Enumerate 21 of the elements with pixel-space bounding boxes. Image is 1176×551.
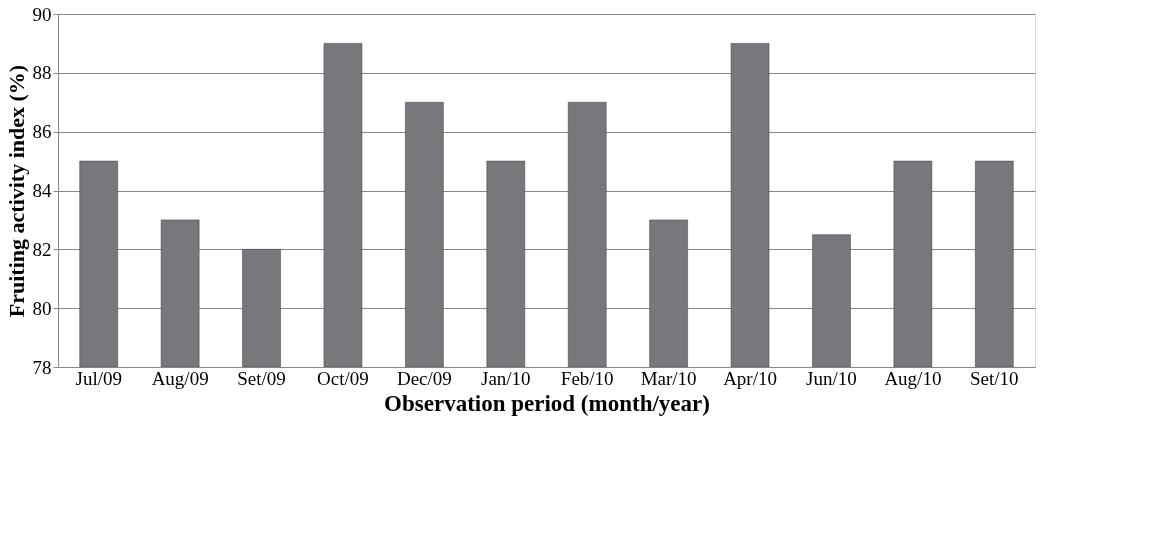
x-tick-label: Jul/09 [75, 367, 122, 389]
y-axis-title: Fruiting activity index (%) [3, 64, 29, 318]
y-tick-label: 80 [32, 297, 52, 319]
x-tick-label: Aug/10 [884, 367, 942, 389]
x-tick-label: Apr/10 [723, 367, 777, 389]
y-tick-label: 78 [32, 356, 52, 378]
y-tick-label: 86 [32, 121, 52, 143]
y-tick-label: 90 [32, 3, 52, 25]
x-tick-label: Feb/10 [560, 367, 614, 389]
x-tick-label: Set/10 [970, 367, 1019, 389]
x-tick-label: Dec/09 [396, 367, 452, 389]
x-tick-label: Aug/09 [151, 367, 209, 389]
y-tick-label: 88 [32, 62, 52, 84]
x-tick-label: Jun/10 [806, 367, 857, 389]
x-tick-label: Mar/10 [640, 367, 697, 389]
x-tick-label: Set/09 [237, 367, 286, 389]
y-tick-label: 82 [32, 238, 52, 260]
x-tick-label: Oct/09 [317, 367, 369, 389]
x-axis-title: Observation period (month/year) [384, 390, 710, 416]
y-tick-label: 84 [32, 180, 52, 201]
x-tick-label: Jan/10 [480, 367, 531, 389]
